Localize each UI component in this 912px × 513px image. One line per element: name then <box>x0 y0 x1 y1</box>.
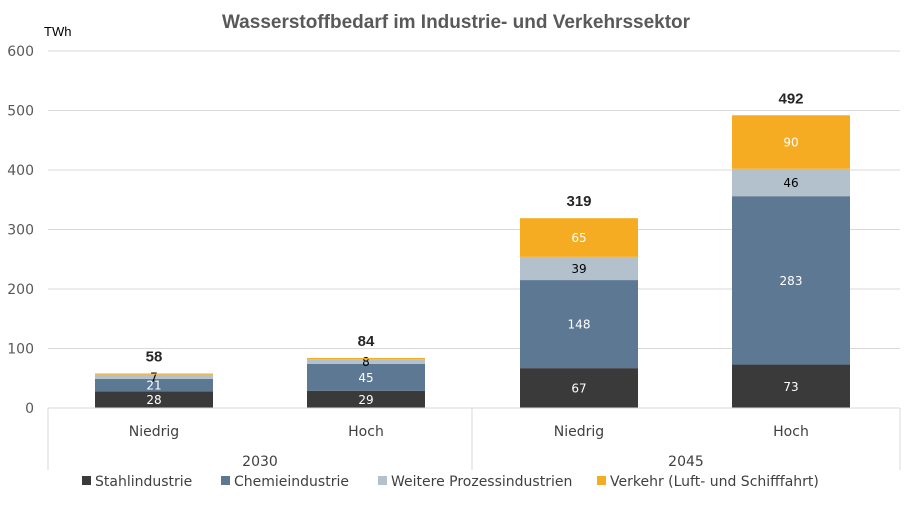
data-label: 283 <box>780 274 803 288</box>
bar-segment <box>95 374 213 379</box>
total-label: 319 <box>566 193 591 210</box>
data-label: 90 <box>783 136 798 150</box>
bar-segment <box>520 218 638 257</box>
bar-segment <box>520 256 638 281</box>
data-label: 73 <box>783 380 798 394</box>
bar-segment <box>95 373 213 375</box>
data-label: 39 <box>571 262 586 276</box>
bar-segment <box>520 280 638 369</box>
legend: Stahlindustrie Chemieindustrie Weitere Pro… <box>82 474 819 490</box>
data-label: 7 <box>150 370 158 384</box>
x-group-label: 2045 <box>668 454 704 470</box>
legend-label: Weitere Prozessindustrien <box>391 474 572 490</box>
chart-title: Wasserstoffbedarf im Industrie- und Verk… <box>222 12 691 33</box>
data-label: 67 <box>571 382 586 396</box>
y-tick-label: 600 <box>7 44 34 60</box>
data-label: 148 <box>568 318 591 332</box>
bar-segment <box>520 368 638 408</box>
bar-segment <box>732 196 850 365</box>
x-tick-label: Hoch <box>773 424 809 440</box>
y-tick-label: 0 <box>25 401 34 417</box>
x-tick-label: Niedrig <box>554 424 604 440</box>
y-axis-unit-label: TWh <box>44 24 71 39</box>
bar-segment <box>95 378 213 392</box>
total-label: 58 <box>146 348 163 365</box>
y-axis-ticks: 0 100 200 300 400 500 600 <box>7 44 34 417</box>
data-label: 46 <box>783 176 798 190</box>
data-label: 65 <box>571 231 586 245</box>
x-axis: Niedrig Hoch Niedrig Hoch 2030 2045 <box>47 407 901 470</box>
y-tick-label: 400 <box>7 163 34 179</box>
y-tick-label: 200 <box>7 282 34 298</box>
total-label: 84 <box>358 333 375 350</box>
bar-segment <box>732 168 850 197</box>
legend-swatch <box>378 476 387 485</box>
x-tick-label: Hoch <box>348 424 384 440</box>
data-label: 29 <box>358 393 373 407</box>
x-tick-label: Niedrig <box>129 424 179 440</box>
legend-swatch <box>82 476 91 485</box>
legend-label: Verkehr (Luft- und Schifffahrt) <box>610 474 819 490</box>
legend-label: Stahlindustrie <box>95 474 192 490</box>
bar-segment <box>307 363 425 391</box>
bar-segment <box>732 364 850 408</box>
bar-segment <box>307 359 425 364</box>
bar-segment <box>307 390 425 408</box>
legend-label: Chemieindustrie <box>234 474 349 490</box>
data-label: 21 <box>146 379 161 393</box>
legend-swatch <box>221 476 230 485</box>
data-label: 28 <box>146 393 161 407</box>
data-label: 8 <box>362 355 370 369</box>
bar-segment <box>732 115 850 169</box>
bar-segment <box>95 391 213 408</box>
x-group-label: 2030 <box>242 454 278 470</box>
legend-swatch <box>597 476 606 485</box>
bar-segment <box>307 358 425 360</box>
total-label: 492 <box>778 90 803 107</box>
data-label: 45 <box>358 371 373 385</box>
y-tick-label: 500 <box>7 104 34 120</box>
y-tick-label: 100 <box>7 342 34 358</box>
y-tick-label: 300 <box>7 223 34 239</box>
